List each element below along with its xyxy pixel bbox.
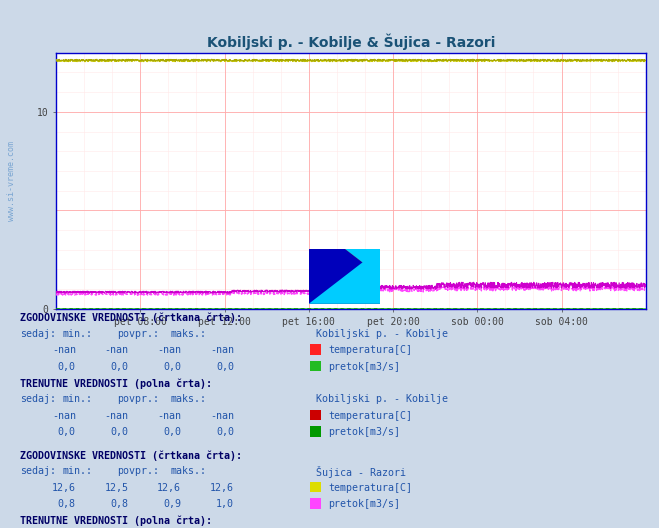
Polygon shape bbox=[309, 249, 380, 304]
Text: sedaj:: sedaj: bbox=[20, 329, 56, 339]
Text: 0,8: 0,8 bbox=[58, 499, 76, 509]
Text: temperatura[C]: temperatura[C] bbox=[328, 483, 412, 493]
Text: -nan: -nan bbox=[52, 345, 76, 355]
Text: -nan: -nan bbox=[105, 411, 129, 421]
Text: -nan: -nan bbox=[158, 345, 181, 355]
Text: maks.:: maks.: bbox=[170, 329, 206, 339]
Text: sedaj:: sedaj: bbox=[20, 466, 56, 476]
Polygon shape bbox=[345, 249, 380, 276]
Text: 0,9: 0,9 bbox=[163, 499, 181, 509]
Text: 0,0: 0,0 bbox=[111, 427, 129, 437]
Text: -nan: -nan bbox=[158, 411, 181, 421]
Text: povpr.:: povpr.: bbox=[117, 329, 159, 339]
Text: 0,0: 0,0 bbox=[163, 427, 181, 437]
Polygon shape bbox=[309, 249, 380, 304]
Text: www.si-vreme.com: www.si-vreme.com bbox=[7, 141, 16, 221]
Text: -nan: -nan bbox=[210, 345, 234, 355]
Text: 0,0: 0,0 bbox=[216, 362, 234, 372]
Text: TRENUTNE VREDNOSTI (polna črta):: TRENUTNE VREDNOSTI (polna črta): bbox=[20, 378, 212, 389]
Text: maks.:: maks.: bbox=[170, 466, 206, 476]
Text: Kobiljski p. - Kobilje: Kobiljski p. - Kobilje bbox=[316, 394, 448, 404]
Text: temperatura[C]: temperatura[C] bbox=[328, 345, 412, 355]
Text: min.:: min.: bbox=[63, 329, 93, 339]
Text: 12,6: 12,6 bbox=[210, 483, 234, 493]
Text: Kobiljski p. - Kobilje: Kobiljski p. - Kobilje bbox=[316, 329, 448, 339]
Text: -nan: -nan bbox=[52, 411, 76, 421]
Text: -nan: -nan bbox=[105, 345, 129, 355]
Text: min.:: min.: bbox=[63, 466, 93, 476]
Text: 1,0: 1,0 bbox=[216, 499, 234, 509]
Text: 12,5: 12,5 bbox=[105, 483, 129, 493]
Text: Šujica - Razori: Šujica - Razori bbox=[316, 466, 407, 478]
Text: sedaj:: sedaj: bbox=[20, 394, 56, 404]
Text: 12,6: 12,6 bbox=[52, 483, 76, 493]
Text: temperatura[C]: temperatura[C] bbox=[328, 411, 412, 421]
Text: 0,0: 0,0 bbox=[163, 362, 181, 372]
Text: povpr.:: povpr.: bbox=[117, 394, 159, 404]
Text: 0,8: 0,8 bbox=[111, 499, 129, 509]
Text: pretok[m3/s]: pretok[m3/s] bbox=[328, 362, 400, 372]
Text: pretok[m3/s]: pretok[m3/s] bbox=[328, 427, 400, 437]
Text: 0,0: 0,0 bbox=[216, 427, 234, 437]
Text: min.:: min.: bbox=[63, 394, 93, 404]
Text: maks.:: maks.: bbox=[170, 394, 206, 404]
Text: povpr.:: povpr.: bbox=[117, 466, 159, 476]
Text: TRENUTNE VREDNOSTI (polna črta):: TRENUTNE VREDNOSTI (polna črta): bbox=[20, 515, 212, 526]
Title: Kobiljski p. - Kobilje & Šujica - Razori: Kobiljski p. - Kobilje & Šujica - Razori bbox=[207, 34, 495, 50]
Text: 0,0: 0,0 bbox=[58, 362, 76, 372]
Text: 0,0: 0,0 bbox=[111, 362, 129, 372]
Text: 0,0: 0,0 bbox=[58, 427, 76, 437]
Text: 12,6: 12,6 bbox=[158, 483, 181, 493]
Text: ZGODOVINSKE VREDNOSTI (črtkana črta):: ZGODOVINSKE VREDNOSTI (črtkana črta): bbox=[20, 450, 242, 460]
Text: -nan: -nan bbox=[210, 411, 234, 421]
Text: pretok[m3/s]: pretok[m3/s] bbox=[328, 499, 400, 509]
Text: ZGODOVINSKE VREDNOSTI (črtkana črta):: ZGODOVINSKE VREDNOSTI (črtkana črta): bbox=[20, 313, 242, 323]
